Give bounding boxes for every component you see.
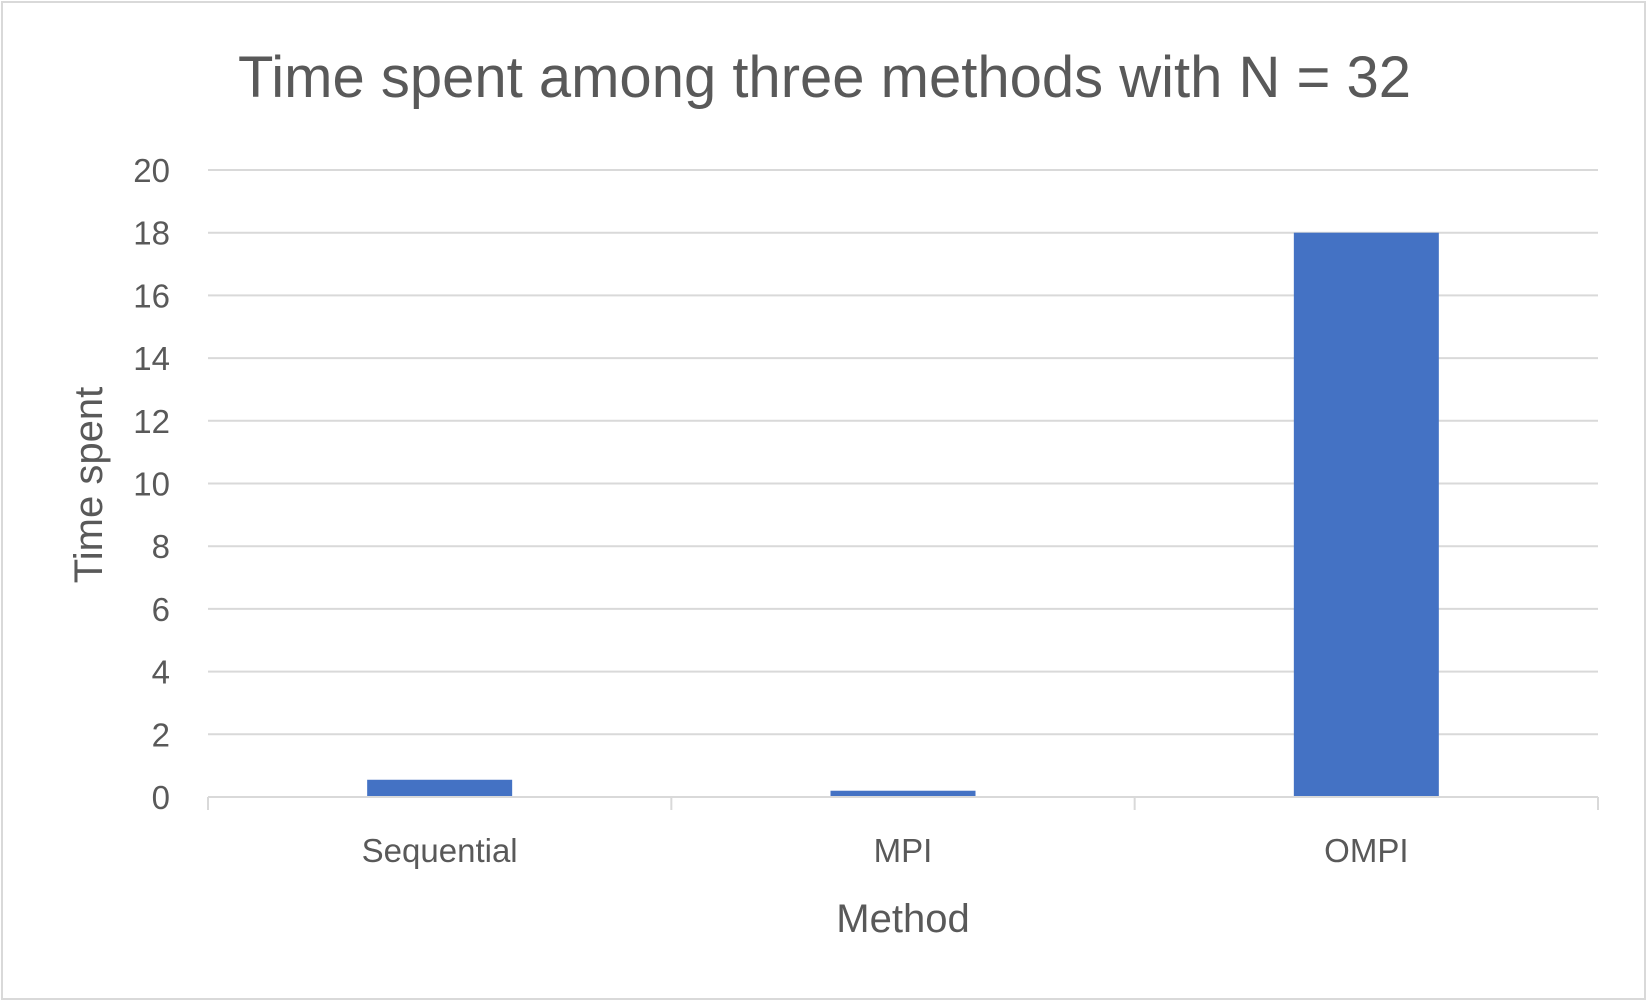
- y-tick-label: 18: [133, 215, 170, 252]
- y-tick-label: 6: [152, 591, 170, 628]
- bars: [367, 232, 1439, 797]
- y-tick-label: 4: [152, 654, 170, 691]
- x-tick-labels: Sequential MPI OMPI: [362, 832, 1409, 869]
- y-tick-labels: 0 2 4 6 8 10 12 14 16 18 20: [133, 152, 170, 816]
- x-tick-label: MPI: [874, 832, 933, 869]
- bar-ompi: [1293, 232, 1439, 797]
- y-tick-label: 14: [133, 340, 170, 377]
- y-tick-label: 20: [133, 152, 170, 189]
- bar-sequential: [367, 779, 513, 797]
- chart-title: Time spent among three methods with N = …: [238, 45, 1411, 110]
- y-tick-label: 2: [152, 716, 170, 753]
- bar-mpi: [830, 790, 976, 797]
- y-tick-label: 0: [152, 779, 170, 816]
- y-tick-label: 12: [133, 403, 170, 440]
- y-tick-label: 10: [133, 466, 170, 503]
- x-tick-label: OMPI: [1324, 832, 1408, 869]
- y-axis-title: Time spent: [67, 387, 111, 583]
- y-tick-label: 16: [133, 277, 170, 314]
- x-tick-label: Sequential: [362, 832, 518, 869]
- x-axis: [207, 796, 1599, 810]
- y-tick-label: 8: [152, 528, 170, 565]
- x-axis-title: Method: [836, 897, 969, 941]
